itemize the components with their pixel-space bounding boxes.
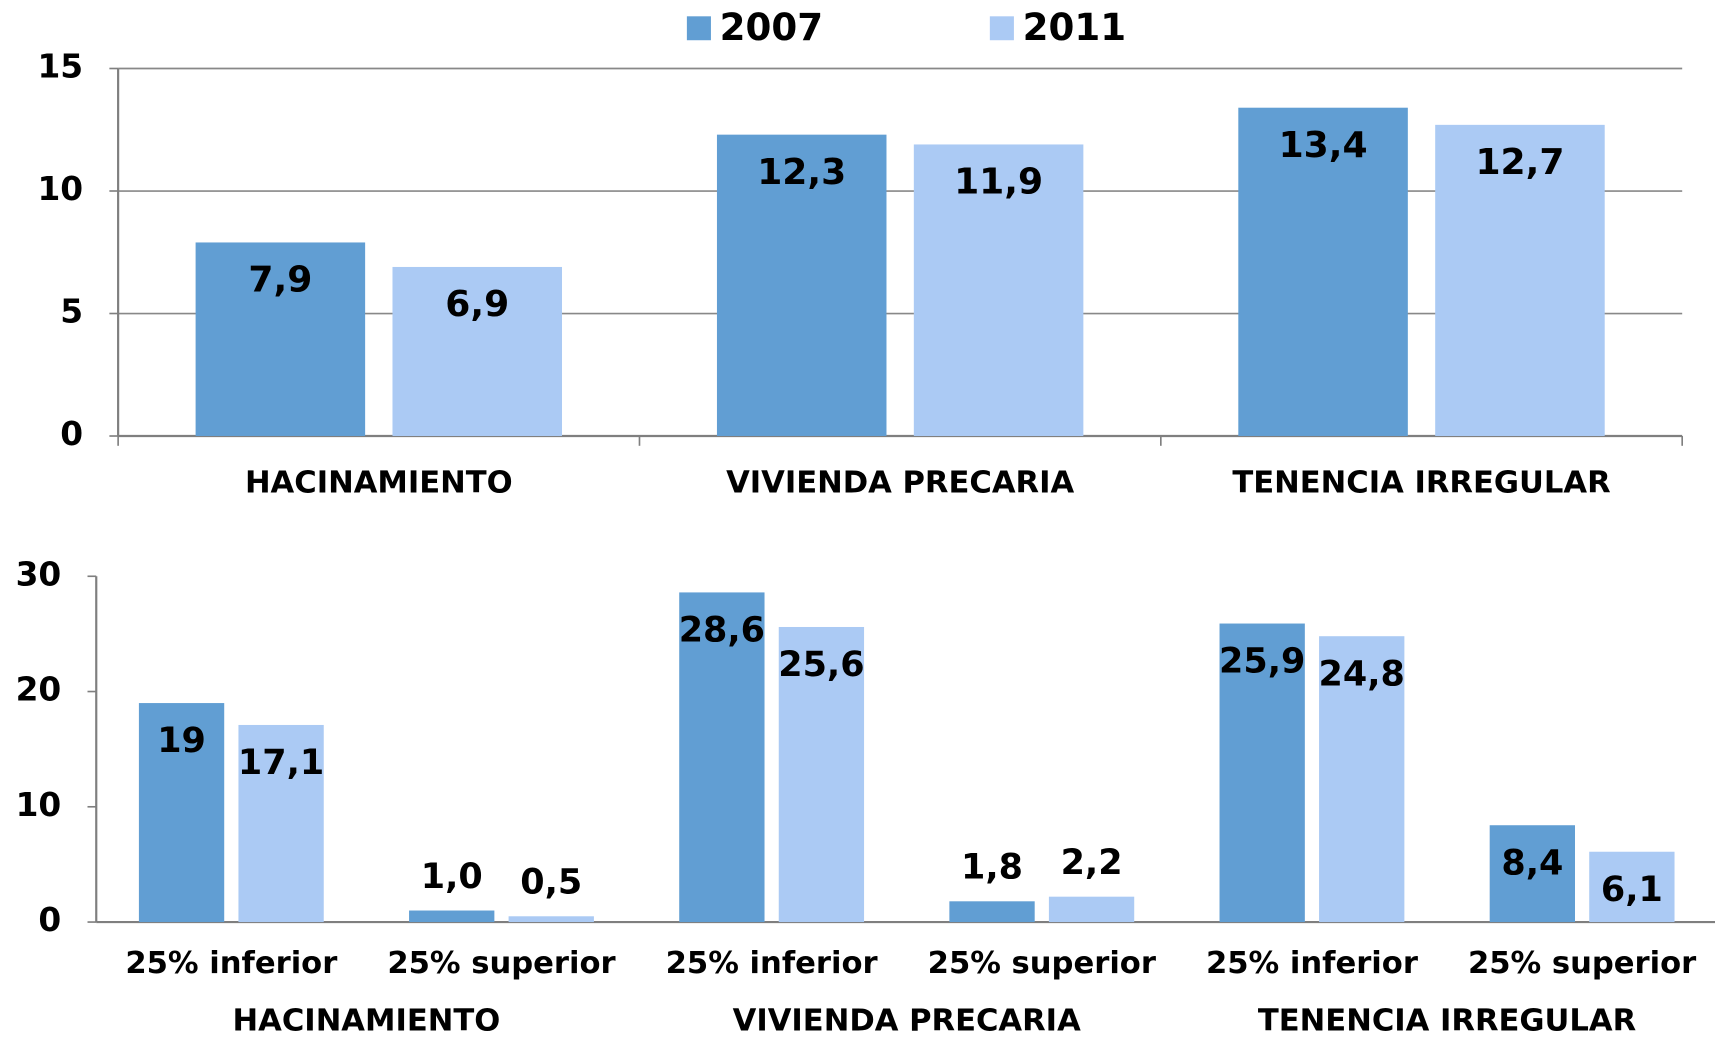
bar	[1589, 851, 1675, 923]
bar	[1319, 636, 1405, 923]
value-label: 17,1	[238, 743, 324, 783]
y-tick-label: 30	[16, 555, 62, 593]
x-tick-label: 25% inferior	[125, 946, 337, 981]
bar	[508, 916, 594, 923]
bar	[1489, 825, 1575, 923]
legend-label: 2011	[1023, 6, 1126, 49]
value-label: 12,7	[1475, 142, 1564, 183]
x-tick-label: HACINAMIENTO	[245, 465, 513, 500]
y-tick-label: 20	[16, 671, 62, 709]
y-tick-label: 0	[60, 415, 83, 453]
bar	[138, 703, 225, 923]
bar	[409, 910, 495, 923]
y-tick-label: 5	[60, 293, 83, 331]
legend-swatch	[686, 16, 711, 41]
group-label: VIVIENDA PRECARIA	[733, 1004, 1081, 1039]
x-tick-label: VIVIENDA PRECARIA	[726, 465, 1074, 500]
legend-label: 2007	[720, 6, 823, 49]
x-tick-label: 25% superior	[928, 946, 1156, 981]
group-label: HACINAMIENTO	[233, 1004, 501, 1039]
y-tick-label: 10	[37, 170, 83, 208]
x-tick-label: 25% superior	[1468, 946, 1696, 981]
value-label: 25,6	[778, 645, 864, 685]
value-label: 13,4	[1279, 125, 1368, 166]
bar	[913, 144, 1084, 437]
value-label: 6,1	[1601, 870, 1663, 910]
value-label: 25,9	[1219, 642, 1305, 682]
bar	[392, 266, 563, 437]
value-label: 1,8	[961, 848, 1023, 888]
y-tick-label: 15	[37, 48, 83, 86]
value-label: 2,2	[1061, 843, 1123, 883]
group-label: TENENCIA IRREGULAR	[1258, 1004, 1636, 1039]
bar	[679, 592, 765, 923]
x-tick-label: 25% inferior	[1206, 946, 1418, 981]
x-tick-label: 25% superior	[387, 946, 615, 981]
x-tick-label: TENENCIA IRREGULAR	[1232, 465, 1610, 500]
bar	[716, 134, 887, 437]
value-label: 28,6	[679, 611, 765, 651]
value-label: 6,9	[445, 284, 509, 325]
bar	[949, 901, 1035, 923]
value-label: 7,9	[248, 260, 312, 301]
value-label: 19	[157, 721, 206, 761]
bar	[238, 724, 324, 923]
value-label: 12,3	[757, 152, 846, 193]
bar	[778, 626, 865, 923]
bar	[195, 242, 366, 437]
value-label: 24,8	[1319, 654, 1405, 694]
value-label: 0,5	[520, 863, 582, 903]
value-label: 11,9	[954, 162, 1043, 203]
y-tick-label: 0	[38, 901, 61, 939]
bar	[1048, 896, 1135, 923]
value-label: 1,0	[421, 857, 483, 897]
x-tick-label: 25% inferior	[666, 946, 878, 981]
bar	[1435, 124, 1605, 437]
value-label: 8,4	[1501, 843, 1563, 883]
bar	[1238, 107, 1408, 437]
bar	[1219, 623, 1305, 923]
y-tick-label: 10	[16, 786, 62, 824]
legend-swatch	[989, 16, 1014, 41]
